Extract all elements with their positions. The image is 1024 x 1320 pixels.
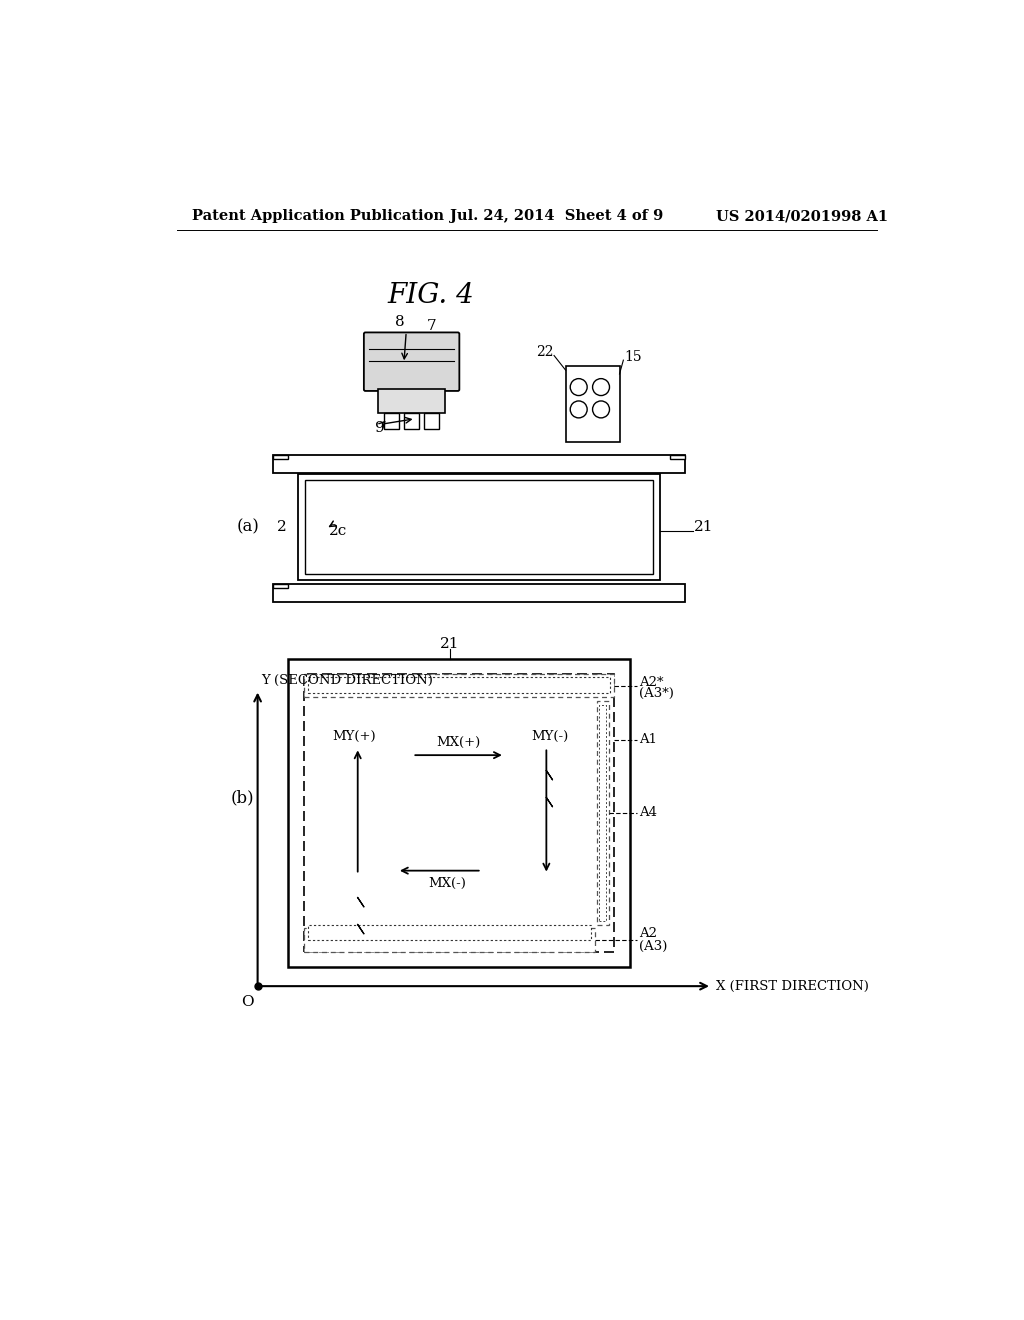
Circle shape bbox=[593, 401, 609, 418]
Bar bbox=[304, 675, 614, 952]
Text: (A3*): (A3*) bbox=[639, 686, 674, 700]
Bar bbox=[273, 455, 289, 459]
Text: 15: 15 bbox=[625, 350, 642, 364]
Bar bbox=[273, 455, 685, 473]
Text: (b): (b) bbox=[230, 789, 254, 807]
Text: MX(+): MX(+) bbox=[436, 737, 480, 750]
Bar bbox=[307, 924, 591, 940]
Bar bbox=[304, 675, 614, 697]
Text: O: O bbox=[241, 994, 254, 1008]
Text: A1: A1 bbox=[639, 733, 656, 746]
Bar bbox=[599, 705, 605, 921]
Bar bbox=[273, 585, 289, 589]
Text: (A3): (A3) bbox=[639, 940, 667, 953]
Text: FIG. 4: FIG. 4 bbox=[387, 282, 474, 309]
Text: 8: 8 bbox=[394, 314, 404, 329]
Text: 21: 21 bbox=[694, 520, 714, 535]
Text: 7: 7 bbox=[427, 319, 436, 333]
Bar bbox=[289, 659, 630, 966]
Bar bbox=[403, 412, 419, 429]
Text: 21: 21 bbox=[440, 636, 460, 651]
Text: 9: 9 bbox=[376, 421, 385, 434]
Text: US 2014/0201998 A1: US 2014/0201998 A1 bbox=[716, 209, 888, 223]
Bar bbox=[273, 585, 685, 602]
Circle shape bbox=[593, 379, 609, 396]
Text: (a): (a) bbox=[237, 519, 260, 536]
Circle shape bbox=[570, 401, 587, 418]
Circle shape bbox=[570, 379, 587, 396]
Text: Jul. 24, 2014  Sheet 4 of 9: Jul. 24, 2014 Sheet 4 of 9 bbox=[451, 209, 664, 223]
Text: Patent Application Publication: Patent Application Publication bbox=[193, 209, 444, 223]
Text: A2*: A2* bbox=[639, 676, 664, 689]
Text: MX(-): MX(-) bbox=[428, 878, 466, 890]
Bar bbox=[565, 366, 620, 442]
Bar bbox=[670, 455, 685, 459]
Text: MY(-): MY(-) bbox=[531, 730, 569, 743]
Text: 2c: 2c bbox=[330, 524, 347, 539]
Text: A4: A4 bbox=[639, 807, 656, 820]
Text: X (FIRST DIRECTION): X (FIRST DIRECTION) bbox=[716, 979, 868, 993]
Bar bbox=[304, 928, 595, 952]
Bar bbox=[597, 701, 608, 924]
Bar bbox=[305, 480, 652, 574]
Text: MY(+): MY(+) bbox=[332, 730, 376, 743]
Bar bbox=[384, 412, 399, 429]
Bar bbox=[298, 474, 660, 581]
Bar bbox=[424, 412, 439, 429]
Bar bbox=[307, 677, 610, 693]
Bar bbox=[378, 389, 445, 412]
Text: 22: 22 bbox=[536, 346, 553, 359]
Text: 2: 2 bbox=[278, 520, 287, 535]
Text: Y (SECOND DIRECTION): Y (SECOND DIRECTION) bbox=[261, 675, 433, 688]
Text: A2: A2 bbox=[639, 927, 656, 940]
FancyBboxPatch shape bbox=[364, 333, 460, 391]
